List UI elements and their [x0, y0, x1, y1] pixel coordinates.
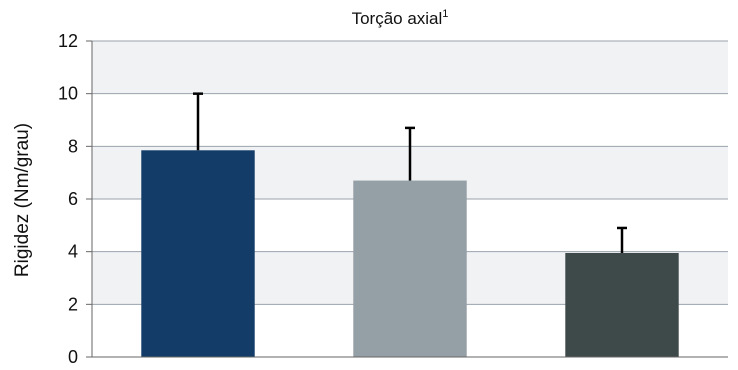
chart-title-text: Torção axial: [352, 9, 443, 28]
y-axis-ticks: 0 2 4 6 8 10 12: [58, 31, 92, 367]
y-tick-label: 12: [58, 31, 78, 51]
y-tick-label: 10: [58, 84, 78, 104]
y-tick-label: 6: [68, 189, 78, 209]
y-tick-label: 0: [68, 347, 78, 367]
y-tick-label: 4: [68, 242, 78, 262]
chart-title-superscript: 1: [442, 8, 448, 20]
bar: [141, 150, 255, 357]
plot-band: [92, 41, 728, 94]
bars: [141, 150, 679, 357]
y-tick-label: 2: [68, 294, 78, 314]
bar: [565, 252, 679, 357]
y-tick-label: 8: [68, 136, 78, 156]
error-bars: [193, 92, 627, 253]
y-axis-label: Rigidez (Nm/grau): [12, 123, 33, 277]
bar: [353, 180, 467, 357]
chart-title: Torção axial1: [352, 8, 449, 28]
